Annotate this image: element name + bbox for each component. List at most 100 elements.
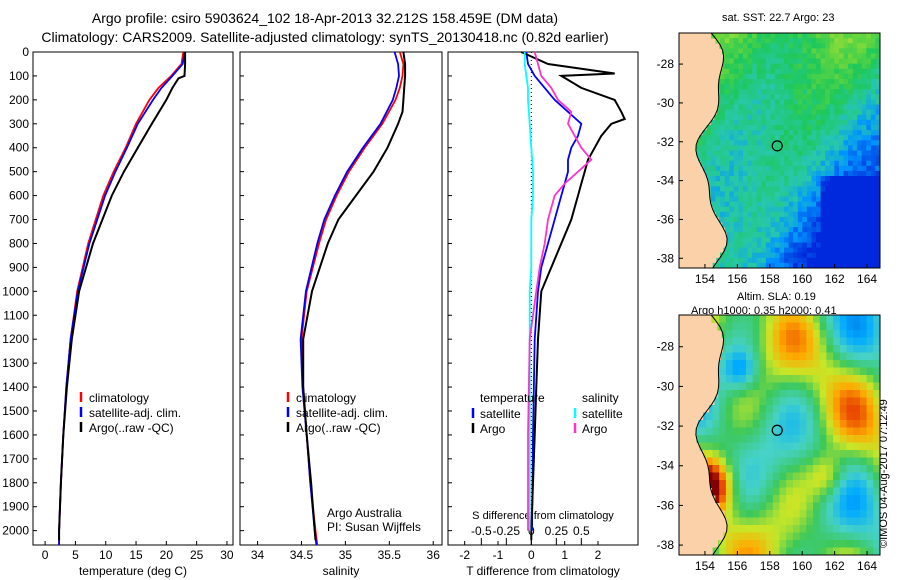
sst_map-frame: [678, 32, 881, 269]
figure-title-line2: Climatology: CARS2009. Satellite-adjuste…: [41, 29, 609, 45]
map-ytick-label: -38: [657, 538, 675, 552]
map-xtick-label: 162: [825, 559, 845, 573]
differences-xtick-label: 2: [595, 548, 602, 562]
differences-panel: -2 -1 0 1 2 T difference from climatology -0.5…: [447, 51, 639, 578]
diff-legend-title-salinity: salinity: [582, 391, 619, 405]
temperature-xtick-label: 25: [190, 548, 204, 562]
depth-tick-label: 1800: [2, 476, 29, 490]
map-ytick-label: -28: [657, 57, 675, 71]
depth-tick-label: 900: [9, 260, 29, 274]
map-ytick-label: -34: [657, 174, 675, 188]
differences-xtick-top-label: 0.5: [573, 524, 590, 538]
temperature-series-2: [58, 52, 187, 541]
depth-tick-label: 1100: [3, 308, 29, 322]
sla-map-title-line1: Altim. SLA: 0.19: [737, 291, 816, 303]
differences-xlabel-top: S difference from climatology: [472, 510, 614, 522]
depth-tick-label: 0: [22, 45, 29, 59]
depth-tick-label: 1300: [2, 356, 29, 370]
salinity-legend-label: Argo(..raw -QC): [296, 421, 381, 435]
temperature-xtick-label: 20: [160, 548, 174, 562]
differences-series-2: [523, 52, 534, 531]
map-xtick-label: 160: [792, 272, 812, 286]
sst-map-title: sat. SST: 22.7 Argo: 23: [722, 12, 835, 24]
sla_map: 154 156 158 160 162 164 -28 -30 -32 -34 -36 -38: [657, 314, 881, 573]
map-xtick-label: 156: [727, 559, 747, 573]
sla_map-frame: [678, 314, 881, 556]
temperature-legend-label: satellite-adj. clim.: [89, 406, 181, 420]
map-ytick-label: -30: [657, 96, 675, 110]
map-xtick-label: 154: [695, 272, 715, 286]
temperature-xtick-label: 10: [99, 548, 113, 562]
diff-legend-label: Argo: [480, 422, 506, 436]
diff-legend-label: Argo: [582, 422, 608, 436]
map-xtick-label: 164: [857, 272, 877, 286]
depth-tick-label: 600: [9, 189, 29, 203]
differences-plot-area: [447, 51, 639, 546]
map-xtick-label: 160: [792, 559, 812, 573]
coastline: [695, 315, 728, 555]
salinity-xtick-label: 34.5: [290, 548, 314, 562]
map-xtick-label: 158: [760, 559, 780, 573]
differences-xtick-top-label: -0.5: [471, 524, 492, 538]
differences-series-3: [527, 51, 593, 531]
map-xtick-label: 154: [695, 559, 715, 573]
map-xtick-label: 164: [857, 559, 877, 573]
map-ytick-label: -34: [657, 459, 675, 473]
coastline: [695, 33, 728, 268]
depth-tick-label: 700: [9, 213, 29, 227]
diff-legend-label: satellite: [582, 407, 623, 421]
map-ytick-label: -28: [657, 340, 675, 354]
depth-tick-label: 1900: [2, 500, 29, 514]
salinity-plot-area: [239, 51, 443, 546]
map-ytick-label: -32: [657, 135, 675, 149]
differences-xtick-label: 0: [528, 548, 535, 562]
depth-tick-label: 2000: [2, 524, 29, 538]
differences-series-0: [525, 51, 583, 531]
salinity-xtick-label: 35: [339, 548, 353, 562]
salinity-xtick-label: 34: [251, 548, 265, 562]
temperature-xtick-label: 15: [129, 548, 143, 562]
temperature-legend-label: climatology: [89, 391, 149, 405]
map-ytick-label: -38: [657, 251, 675, 265]
map-ytick-label: -32: [657, 419, 675, 433]
map-ytick-label: -36: [657, 212, 675, 226]
depth-tick-label: 1700: [2, 452, 29, 466]
temperature-xtick-label: 30: [220, 548, 234, 562]
panel-annotation: PI: Susan Wijffels: [327, 520, 421, 534]
depth-tick-label: 200: [9, 93, 29, 107]
map-ytick-label: -30: [657, 379, 675, 393]
temperature-plot-area: [32, 51, 234, 546]
sst_map: 154 156 158 160 162 164 -28 -30 -32 -34 -36 -38: [657, 32, 881, 286]
depth-tick-label: 300: [9, 117, 29, 131]
differences-xtick-top-label: -0.25: [493, 524, 521, 538]
argo-position-marker: [771, 140, 783, 152]
temperature-xtick-label: 0: [42, 548, 49, 562]
depth-tick-label: 1600: [2, 428, 29, 442]
depth-tick-label: 1400: [2, 380, 29, 394]
diff-legend-title-temperature: temperature: [480, 391, 545, 405]
differences-xtick-top-label: 0.25: [545, 524, 569, 538]
map-xtick-label: 162: [825, 272, 845, 286]
panel-annotation: Argo Australia: [327, 506, 402, 520]
salinity-xlabel: salinity: [323, 564, 360, 578]
salinity-xtick-label: 36: [427, 548, 441, 562]
depth-tick-label: 400: [9, 141, 29, 155]
temperature-panel: 0 5 10 15 20 25 30 temperature (deg C) 0 100 200 30…: [2, 45, 234, 578]
argo-position-marker: [771, 424, 783, 436]
depth-tick-label: 1000: [2, 284, 29, 298]
differences-xlabel: T difference from climatology: [466, 564, 620, 578]
temperature-xtick-label: 5: [72, 548, 79, 562]
depth-tick-label: 500: [9, 165, 29, 179]
map-xtick-label: 156: [727, 272, 747, 286]
salinity-xtick-label: 35.5: [378, 548, 402, 562]
salinity-series-2: [302, 51, 407, 541]
temperature-xlabel: temperature (deg C): [79, 564, 187, 578]
salinity-legend-label: satellite-adj. clim.: [296, 406, 388, 420]
differences-xtick-label: -1: [493, 548, 504, 562]
depth-tick-label: 800: [9, 236, 29, 250]
salinity-legend-label: climatology: [296, 391, 356, 405]
diff-legend-label: satellite: [480, 407, 521, 421]
salinity-panel: 34 34.5 35 35.5 36 salinity climatologysatelli…: [239, 51, 443, 578]
differences-xtick-label: -2: [459, 548, 470, 562]
